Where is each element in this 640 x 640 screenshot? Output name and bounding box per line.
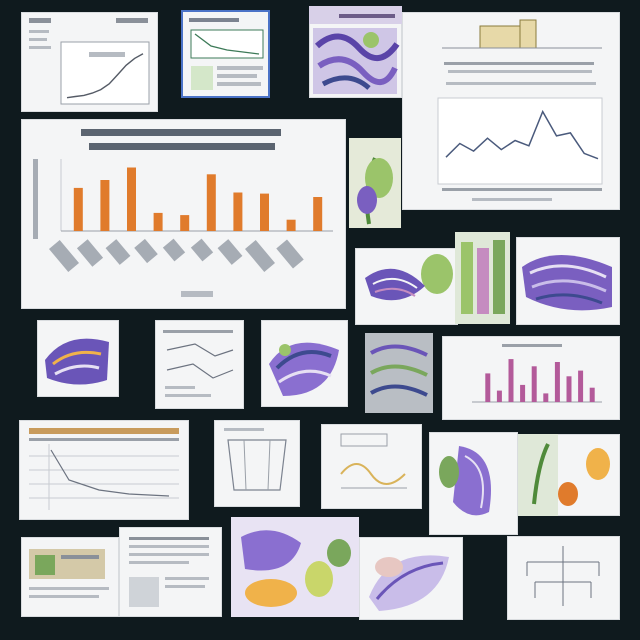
bar-chart-large-bar-3 [127, 167, 136, 231]
card-diagram-tree [507, 536, 620, 620]
bar-chart-pink-figure [472, 344, 602, 403]
illustration-leaf-swirl-figure [365, 254, 453, 301]
bar-chart-large-bar-1 [73, 187, 83, 231]
bar-chart-large-bar-5 [180, 215, 190, 231]
illustration-green-columns-figure [455, 232, 510, 324]
bar-chart-large-bar-9 [286, 219, 296, 231]
card-illustration-fruit-tall [518, 434, 620, 516]
illustration-botanical-wide-figure [439, 446, 491, 516]
bar-chart-large-figure [33, 129, 333, 297]
line-chart-small-series [66, 53, 144, 99]
card-illustration-fruit-collage [231, 517, 359, 617]
bar-chart-large-bar-8 [260, 193, 269, 231]
illustration-fruit-collage-figure [231, 517, 359, 617]
card-bar-chart-large [21, 119, 346, 309]
bar-chart-pink-bar-5 [531, 366, 537, 402]
card-illustration-botanical-wide [429, 432, 518, 535]
illustration-swirl-small-figure [45, 338, 109, 385]
illustration-purple-tangle-figure [269, 342, 339, 396]
illustration-grey-grid-figure [365, 333, 433, 413]
card-illustration-purple-tangle [261, 320, 348, 407]
card-line-chart-bars [402, 12, 620, 210]
card-illustration-green-columns [455, 232, 510, 324]
card-table-sheet [19, 420, 189, 520]
card-bar-chart-pink [442, 336, 620, 420]
bar-chart-large-bar-4 [153, 212, 163, 231]
bar-chart-pink-bar-8 [566, 376, 572, 402]
bar-chart-pink-bar-3 [508, 359, 514, 402]
table-sheet-figure [29, 428, 179, 510]
bar-chart-pink-bar-6 [543, 393, 549, 402]
bar-chart-pink-bar-2 [496, 390, 502, 402]
bar-chart-large-bar-6 [206, 174, 216, 231]
bar-chart-pink-bar-1 [485, 373, 491, 402]
illustration-purple-wave-figure [522, 255, 612, 311]
illustration-fruit-tall-figure [518, 434, 610, 516]
bar-chart-large-bar-7 [233, 192, 243, 231]
card-document-text-sheet [119, 527, 222, 617]
card-chart-thumb-framed [181, 10, 270, 98]
bar-chart-pink-bar-9 [578, 370, 584, 402]
card-sketch-wave [321, 424, 422, 509]
card-illustration-plant [349, 138, 401, 228]
bar-chart-large-bar-10 [313, 197, 323, 231]
card-illustration-leaf-swirl [355, 248, 458, 325]
bar-chart-pink-bar-7 [554, 362, 560, 402]
bar-chart-large-bars [73, 167, 323, 231]
card-illustration-purple-grid [309, 6, 402, 98]
card-illustration-swirl-small [37, 320, 119, 397]
card-document-sketch [155, 320, 244, 409]
line-chart-small-figure [29, 18, 150, 105]
card-sketch-frame [214, 420, 300, 507]
bar-chart-pink-bar-10 [589, 387, 595, 402]
card-document-photo-strip [21, 537, 119, 617]
sketch-wave-figure [340, 433, 407, 489]
diagram-tree-figure [526, 546, 600, 606]
document-sketch-figure [163, 330, 234, 397]
illustration-feather-figure [369, 555, 449, 611]
document-photo-strip-figure [29, 549, 109, 598]
card-illustration-purple-wave [516, 237, 620, 325]
card-line-chart-small [21, 12, 158, 112]
chart-thumb-framed-figure [189, 18, 264, 90]
card-illustration-feather [359, 537, 463, 620]
bar-chart-large-bar-2 [100, 180, 110, 231]
document-text-sheet-figure [129, 537, 209, 607]
card-illustration-grey-grid [365, 333, 433, 413]
line-chart-bars-figure [437, 19, 603, 201]
illustration-purple-grid-figure [309, 6, 402, 94]
sketch-frame-figure [224, 428, 287, 491]
bar-chart-pink-bars [485, 359, 595, 402]
bar-chart-pink-bar-4 [520, 384, 526, 402]
line-chart-bars-series [445, 109, 599, 160]
illustration-plant-figure [349, 138, 401, 228]
